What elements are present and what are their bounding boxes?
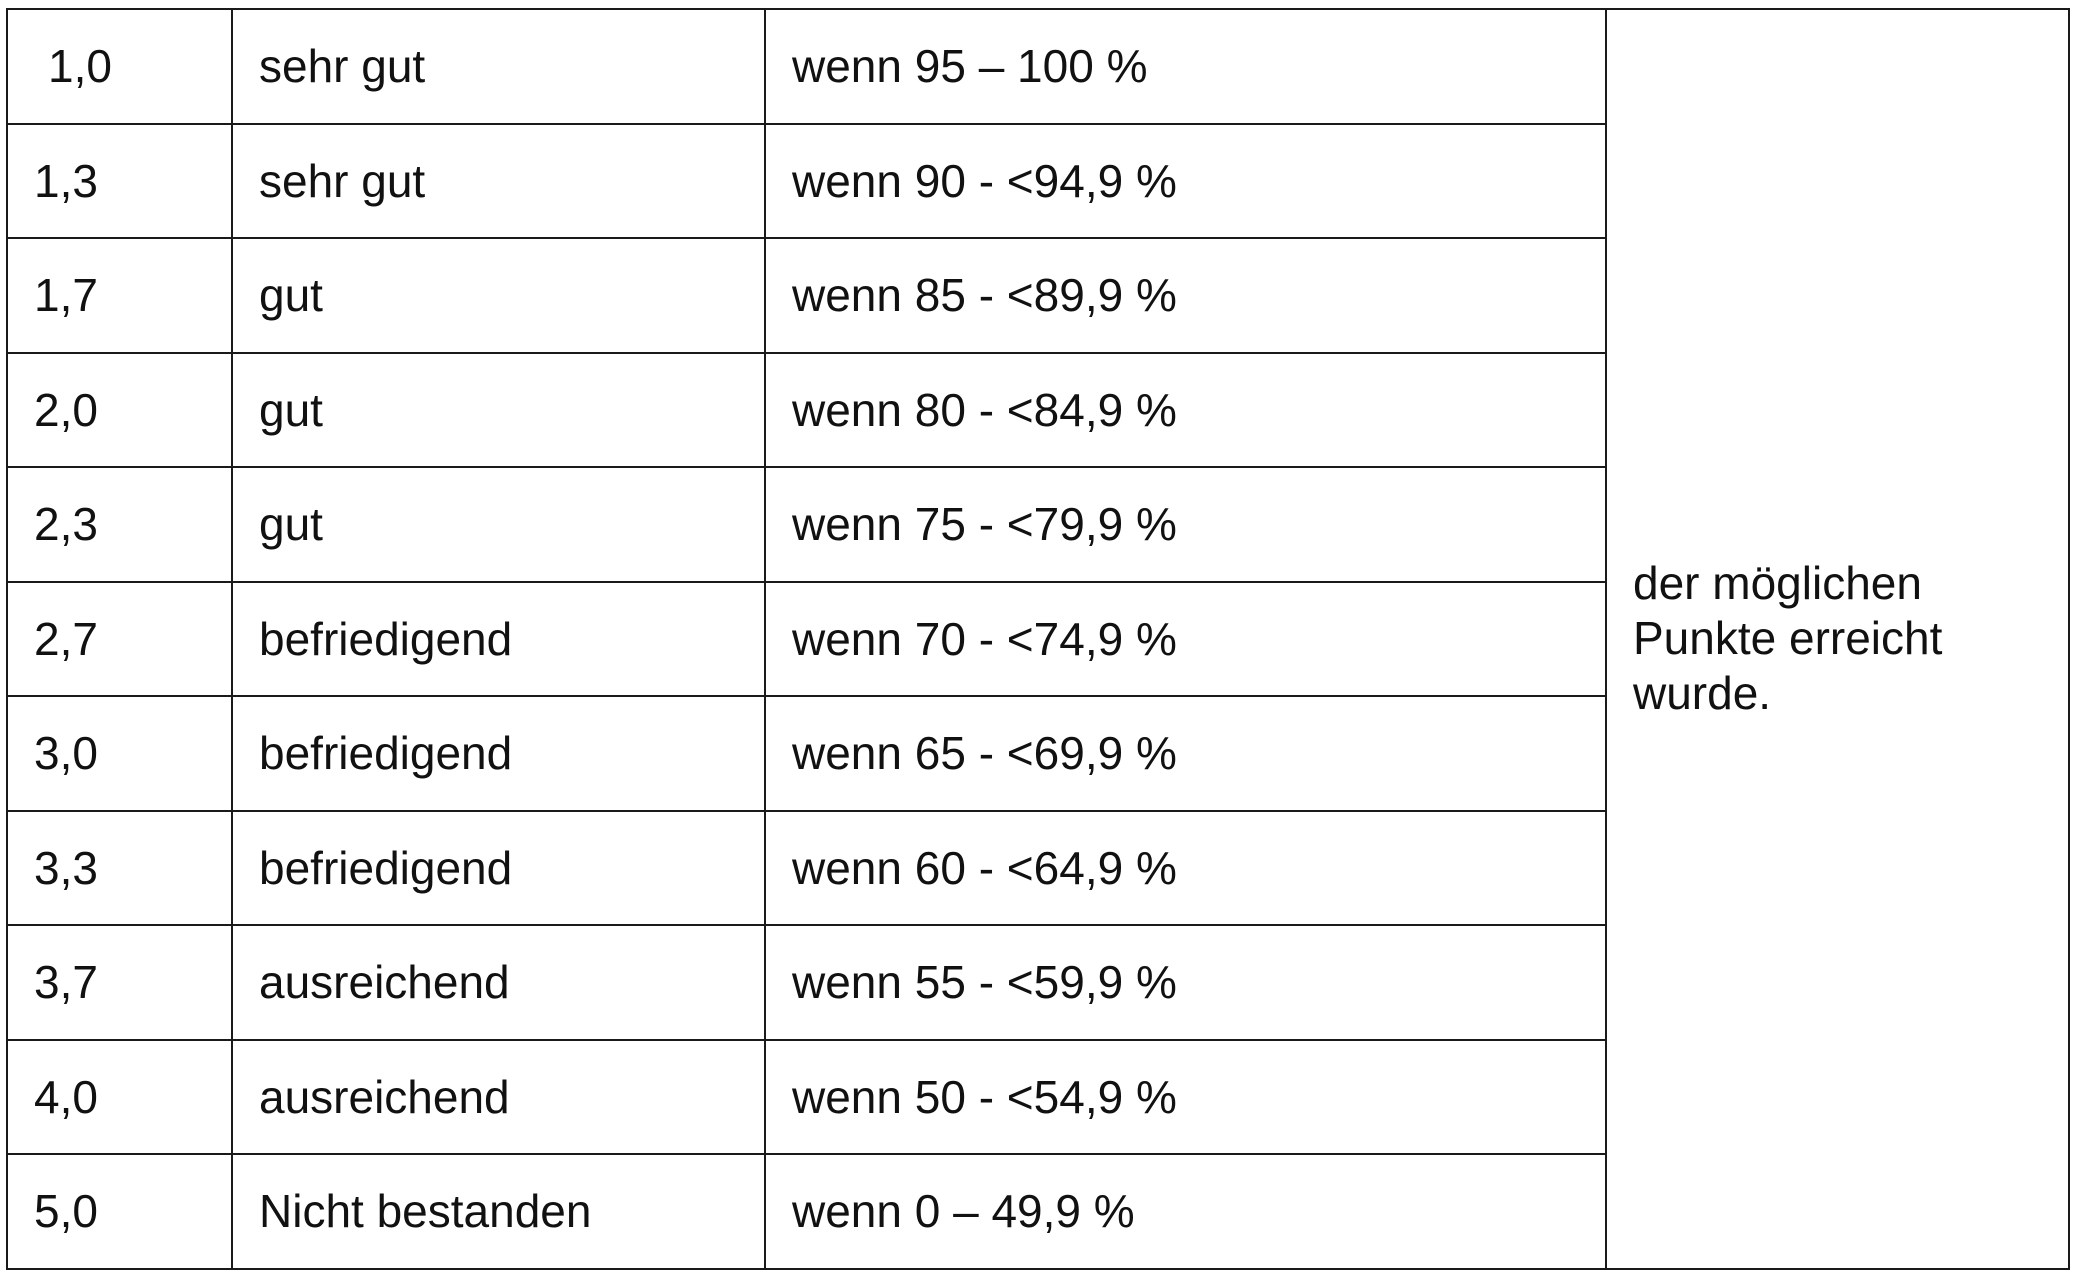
table-row: 2,3 gut wenn 75 - <79,9 % [6,466,2069,583]
table-row: 2,0 gut wenn 80 - <84,9 % [6,351,2069,468]
rating-cell: ausreichend [231,924,766,1041]
grade-cell: 5,0 [6,1153,233,1270]
grade-cell: 3,7 [6,924,233,1041]
rating-cell: Nicht bestanden [231,1153,766,1270]
rating-cell: sehr gut [231,8,766,125]
percentage-range-cell: wenn 85 - <89,9 % [764,237,1607,354]
table-row: 1,7 gut wenn 85 - <89,9 % [6,237,2069,354]
table-row: 3,3 befriedigend wenn 60 - <64,9 % [6,809,2069,926]
percentage-range-cell: wenn 80 - <84,9 % [764,351,1607,468]
grading-scale-body: 1,0 sehr gut wenn 95 – 100 % der möglich… [6,8,2070,1270]
grade-cell: 3,0 [6,695,233,812]
percentage-range-cell: wenn 55 - <59,9 % [764,924,1607,1041]
grade-cell: 1,3 [6,122,233,239]
rating-cell: gut [231,351,766,468]
rating-cell: gut [231,237,766,354]
percentage-range-cell: wenn 65 - <69,9 % [764,695,1607,812]
percentage-range-cell: wenn 60 - <64,9 % [764,809,1607,926]
rating-cell: gut [231,466,766,583]
grade-cell: 3,3 [6,809,233,926]
table-row: 3,0 befriedigend wenn 65 - <69,9 % [6,695,2069,812]
grade-cell: 2,3 [6,466,233,583]
rating-cell: befriedigend [231,580,766,697]
table-row: 2,7 befriedigend wenn 70 - <74,9 % [6,580,2069,697]
rating-cell: sehr gut [231,122,766,239]
note-text: der möglichen Punkte erreicht wurde. [1633,556,1943,720]
table-row: 1,3 sehr gut wenn 90 - <94,9 % [6,122,2069,239]
table-row: 1,0 sehr gut wenn 95 – 100 % der möglich… [6,8,2070,1270]
table-row: 5,0 Nicht bestanden wenn 0 – 49,9 % [6,1153,2069,1270]
table-row: 3,7 ausreichend wenn 55 - <59,9 % [6,924,2069,1041]
rating-cell: befriedigend [231,695,766,812]
note-cell: der möglichen Punkte erreicht wurde. [1605,8,2070,1270]
table-row: 4,0 ausreichend wenn 50 - <54,9 % [6,1038,2069,1155]
rating-cell: ausreichend [231,1038,766,1155]
percentage-range-cell: wenn 0 – 49,9 % [764,1153,1607,1270]
percentage-range-cell: wenn 50 - <54,9 % [764,1038,1607,1155]
grade-cell: 2,7 [6,580,233,697]
grade-cell: 1,0 [6,8,233,125]
rating-cell: befriedigend [231,809,766,926]
grade-cell: 4,0 [6,1038,233,1155]
grade-cell: 1,7 [6,237,233,354]
grading-scale-table: 1,0 sehr gut wenn 95 – 100 % der möglich… [6,8,2070,1270]
percentage-range-cell: wenn 70 - <74,9 % [764,580,1607,697]
grade-cell: 2,0 [6,351,233,468]
percentage-range-cell: wenn 95 – 100 % [764,8,1607,125]
percentage-range-cell: wenn 75 - <79,9 % [764,466,1607,583]
percentage-range-cell: wenn 90 - <94,9 % [764,122,1607,239]
